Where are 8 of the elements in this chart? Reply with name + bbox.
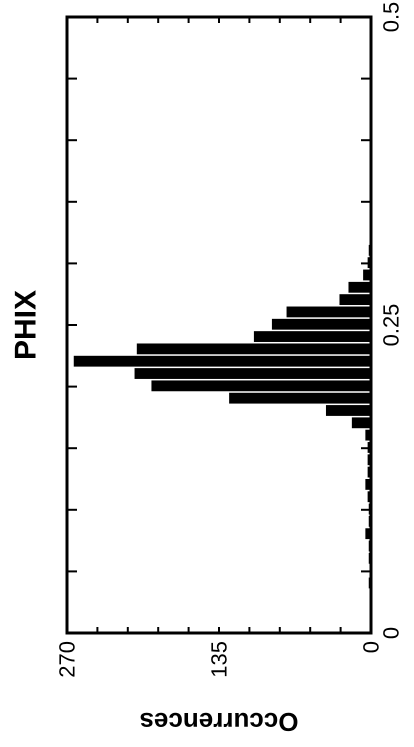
x-axis-title: Occurrences <box>140 706 298 737</box>
y-tick-label: 0 <box>378 626 404 640</box>
x-tick-label: 0 <box>358 641 384 654</box>
y-tick-label: 0.25 <box>378 304 404 346</box>
text: PHIX <box>10 290 42 360</box>
y-tick-label: 0.5 <box>378 2 404 32</box>
x-tick-label: 270 <box>54 641 80 678</box>
x-tick-label: 135 <box>206 641 232 678</box>
